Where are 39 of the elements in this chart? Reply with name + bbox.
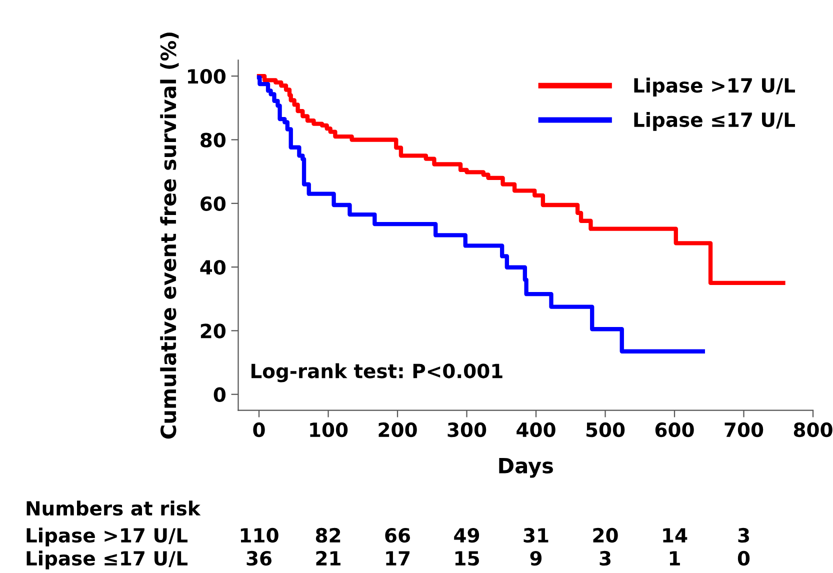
y-tick-label: 20 <box>200 324 226 338</box>
x-tick-label: 800 <box>794 422 832 438</box>
text: Lipase ≤17 U/L <box>26 550 188 570</box>
text: 15 <box>455 551 479 566</box>
y-axis-title: Cumulative event free survival (%) <box>160 32 179 439</box>
text: 1 <box>670 551 680 566</box>
legend-label: Lipase ≤17 U/L <box>634 112 795 131</box>
text: 3 <box>600 550 610 566</box>
text: 17 <box>386 551 410 566</box>
text: 110 <box>240 528 278 543</box>
text: 36 <box>246 550 272 566</box>
text: 21 <box>316 550 340 566</box>
legend-label: Lipase >17 U/L <box>634 78 795 96</box>
y-tick-label: 0 <box>214 387 226 402</box>
text: 3 <box>738 528 749 543</box>
y-tick-label: 80 <box>200 132 226 148</box>
x-tick-label: 200 <box>378 422 417 438</box>
text: 66 <box>385 528 410 543</box>
x-tick-label: 100 <box>310 422 348 438</box>
text: 31 <box>524 528 548 543</box>
text: Numbers at risk <box>26 500 201 516</box>
x-axis-title: Days <box>499 458 553 478</box>
y-tick-label: 40 <box>200 260 226 275</box>
y-tick-label: 60 <box>200 196 226 212</box>
text: 20 <box>593 528 618 543</box>
text: 14 <box>663 528 688 542</box>
text: 0 <box>738 550 750 566</box>
annotation: Log-rank test: P<0.001 <box>252 363 502 382</box>
x-tick-label: 600 <box>655 422 694 438</box>
x-tick-label: 700 <box>724 422 764 438</box>
x-tick-label: 500 <box>586 422 625 438</box>
text: 49 <box>454 528 480 543</box>
x-tick-label: 0 <box>253 422 265 438</box>
text: 82 <box>316 528 340 543</box>
x-tick-label: 400 <box>516 422 556 438</box>
text: 9 <box>530 550 542 566</box>
text: Lipase >17 U/L <box>26 528 188 546</box>
y-tick-label: 100 <box>188 69 226 84</box>
x-tick-label: 300 <box>448 422 486 438</box>
